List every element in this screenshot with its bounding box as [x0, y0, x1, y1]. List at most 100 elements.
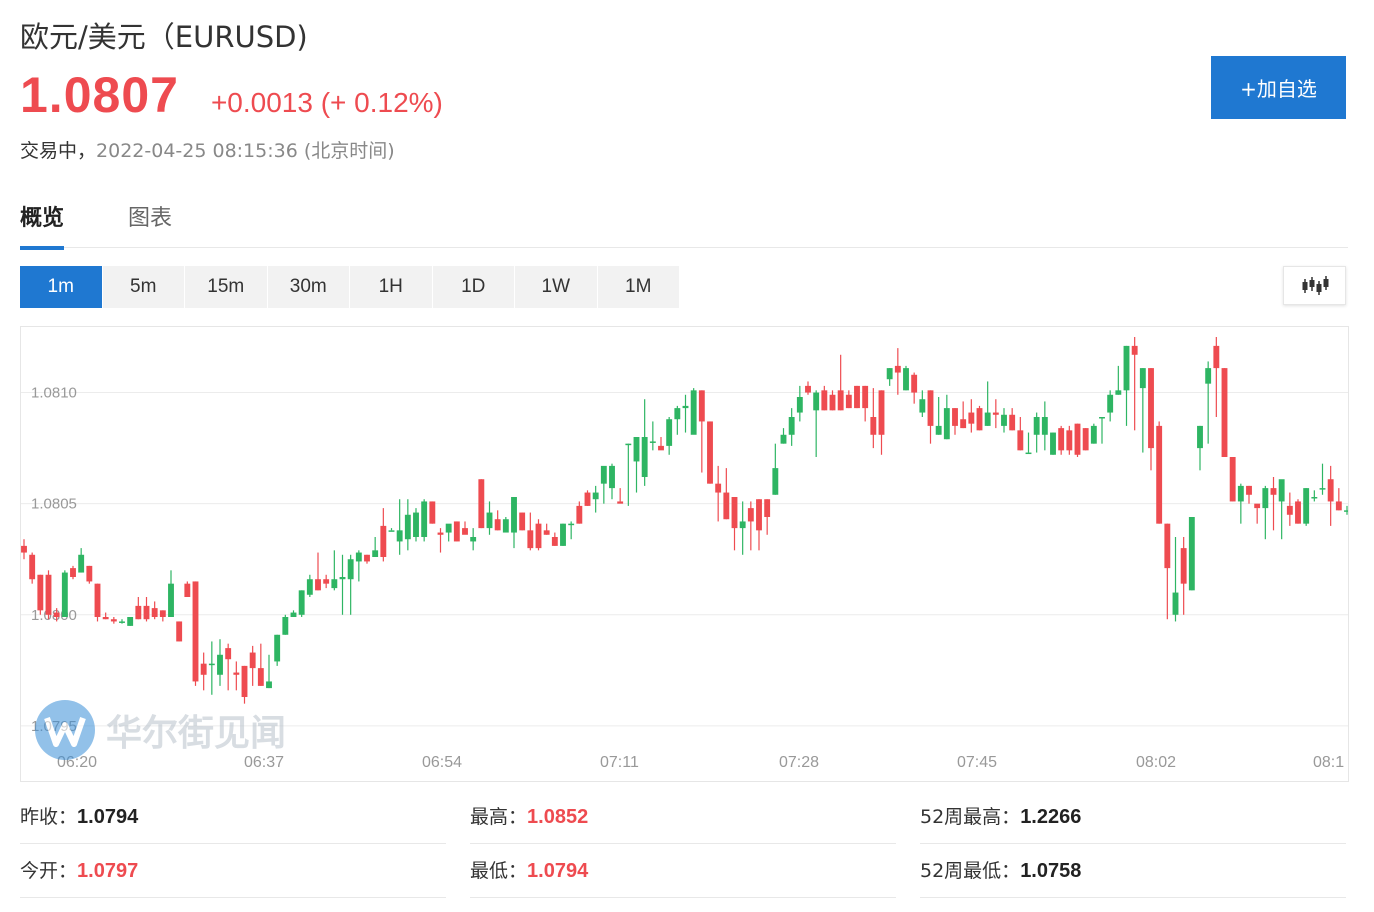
candle-down — [1335, 488, 1342, 511]
stat-label: 今开： — [20, 860, 78, 882]
candle-down — [535, 519, 542, 551]
period-1d[interactable]: 1D — [433, 266, 515, 308]
candle-down — [715, 465, 722, 522]
candle-up — [470, 528, 477, 551]
candle-up — [641, 399, 648, 486]
tab-chart[interactable]: 图表 — [128, 206, 173, 231]
candle-up — [772, 443, 779, 495]
add-watchlist-button[interactable]: +加自选 — [1211, 56, 1346, 119]
candle-up — [649, 421, 656, 451]
candle-down — [723, 468, 730, 520]
candle-down — [894, 348, 901, 395]
candle-down — [45, 570, 52, 620]
x-tick-label: 08:1 — [1313, 754, 1344, 771]
x-tick-label: 06:54 — [422, 754, 462, 771]
candle-up — [339, 554, 346, 615]
candle-up — [1090, 423, 1097, 444]
candle-up — [306, 574, 313, 597]
period-15m[interactable]: 15m — [185, 266, 268, 308]
candle-down — [70, 565, 76, 580]
status-text: 交易中， — [20, 140, 97, 162]
candle-down — [437, 528, 444, 553]
candle-up — [633, 437, 640, 493]
candle-up — [347, 554, 354, 615]
x-tick-label: 07:11 — [600, 754, 639, 771]
candle-down — [911, 372, 918, 404]
candle-down — [927, 390, 934, 444]
candle-down — [968, 399, 975, 433]
candle-up — [127, 617, 134, 626]
stat-value: 1.2266 — [1020, 806, 1082, 828]
candle-down — [1148, 368, 1154, 471]
candle-up — [445, 523, 452, 542]
candle-down — [200, 652, 207, 691]
tab-overview[interactable]: 概览 — [20, 200, 65, 250]
candle-up — [511, 497, 517, 549]
candle-up — [413, 508, 419, 542]
candle-down — [1213, 337, 1220, 417]
period-1m[interactable]: 1m — [20, 266, 103, 308]
period-1h[interactable]: 1H — [350, 266, 433, 308]
candle-up — [1188, 517, 1195, 591]
candle-down — [135, 597, 142, 620]
candle-up — [355, 550, 362, 582]
candle-down — [960, 401, 967, 429]
candle-up — [1107, 390, 1114, 422]
stat-high: 最高：1.0852 — [470, 790, 896, 844]
candle-down — [192, 581, 199, 686]
candle-down — [731, 497, 738, 551]
candle-down — [380, 508, 387, 562]
chart-type-button[interactable] — [1283, 266, 1346, 305]
candle-down — [233, 661, 240, 691]
candle-down — [878, 390, 885, 455]
stat-label: 最高： — [470, 806, 528, 828]
candle-down — [159, 610, 166, 622]
x-tick-label: 07:45 — [957, 754, 997, 771]
candle-down — [37, 574, 44, 615]
candle-down — [519, 512, 526, 531]
candlestick-chart[interactable]: 1.08101.08051.08001.079506:2006:3706:540… — [20, 326, 1349, 782]
candle-down — [1270, 477, 1277, 531]
candle-down — [543, 523, 550, 535]
page-title: 欧元/美元（EURUSD) — [20, 20, 308, 54]
current-price: 1.0807 — [20, 67, 179, 123]
stat-label: 昨收： — [20, 806, 78, 828]
candle-down — [241, 665, 248, 704]
candle-up — [1172, 537, 1179, 622]
stat-low: 最低：1.0794 — [470, 844, 896, 898]
candle-down — [1180, 537, 1187, 615]
candle-up — [1139, 368, 1146, 453]
candle-up — [1041, 401, 1048, 451]
candle-up — [739, 501, 746, 555]
period-1w[interactable]: 1W — [515, 266, 598, 308]
candle-down — [805, 381, 811, 395]
x-tick-label: 06:20 — [57, 754, 97, 771]
period-30m[interactable]: 30m — [268, 266, 350, 308]
candle-up — [935, 397, 942, 435]
candle-up — [486, 501, 493, 535]
candle-up — [1123, 345, 1130, 426]
candle-up — [1344, 505, 1348, 515]
candle-up — [274, 634, 281, 666]
period-5m[interactable]: 5m — [103, 266, 185, 308]
candle-down — [29, 552, 36, 584]
candle-up — [1205, 361, 1212, 444]
y-tick-label: 1.0795 — [31, 718, 77, 735]
candle-down — [584, 490, 591, 506]
period-1mo[interactable]: 1M — [598, 266, 680, 308]
stat-52w-low: 52周最低：1.0758 — [920, 844, 1346, 898]
candle-down — [53, 608, 60, 622]
candle-down — [1229, 457, 1236, 502]
y-tick-label: 1.0805 — [31, 496, 77, 513]
candle-up — [690, 388, 697, 435]
candle-down — [478, 479, 485, 529]
candle-down — [1295, 499, 1301, 524]
candle-up — [119, 619, 125, 624]
candle-up — [217, 639, 223, 686]
candle-up — [1001, 408, 1007, 433]
candle-up — [1115, 365, 1122, 395]
candle-down — [1017, 417, 1024, 451]
candle-down — [764, 499, 771, 535]
candle-up — [282, 614, 289, 635]
candle-up — [290, 610, 297, 617]
